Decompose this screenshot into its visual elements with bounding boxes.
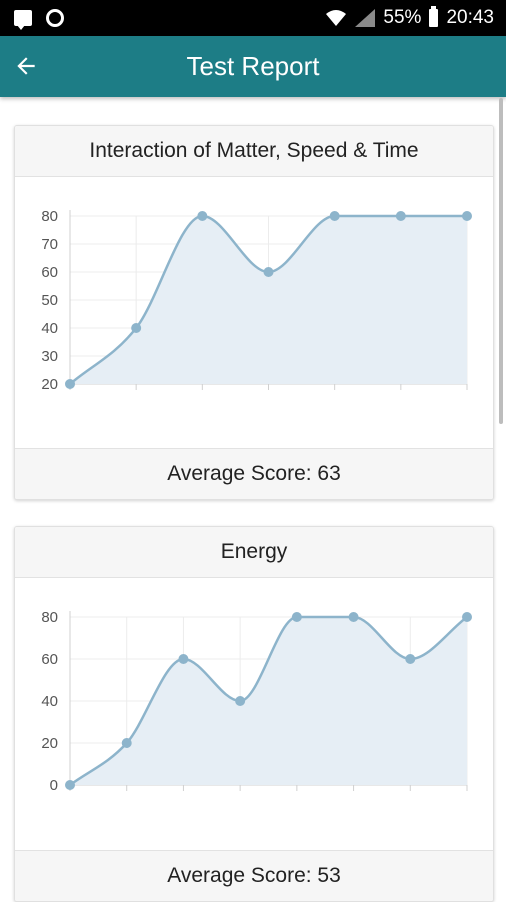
data-point <box>235 696 246 706</box>
data-point <box>395 211 406 221</box>
y-tick-label: 50 <box>41 292 58 309</box>
data-point <box>291 612 302 622</box>
data-point <box>197 211 208 221</box>
series-area <box>70 617 467 785</box>
page-title: Test Report <box>186 51 320 81</box>
y-tick-label: 40 <box>41 693 58 710</box>
y-tick-label: 80 <box>41 609 58 626</box>
score-line-chart: 0 20 40 60 80 <box>41 609 472 794</box>
data-point <box>329 211 340 221</box>
data-point <box>263 267 274 277</box>
average-score: Average Score: 63 <box>15 448 493 499</box>
signal-icon <box>355 9 376 27</box>
y-tick-label: 40 <box>41 320 58 337</box>
y-tick-label: 0 <box>50 777 58 794</box>
y-tick-label: 30 <box>41 348 58 365</box>
data-point <box>462 612 472 622</box>
data-point <box>348 612 359 622</box>
y-tick-label: 20 <box>41 735 58 752</box>
series-area <box>70 216 467 384</box>
status-bar: 55% 20:43 <box>0 0 506 36</box>
data-point <box>65 379 75 389</box>
topic-card-matter-speed-time: Interaction of Matter, Speed & Time 20 30… <box>14 125 494 500</box>
battery-icon <box>429 6 439 27</box>
y-tick-label: 80 <box>41 208 58 225</box>
score-line-chart: 20 30 40 50 60 70 80 <box>41 208 472 393</box>
message-icon <box>14 10 32 30</box>
y-tick-label: 70 <box>41 236 58 253</box>
y-tick-label: 60 <box>41 264 58 281</box>
data-point <box>121 738 132 748</box>
data-point <box>178 654 189 664</box>
data-point <box>131 323 142 333</box>
clock: 20:43 <box>446 7 494 28</box>
data-point <box>65 780 75 790</box>
card-title: Interaction of Matter, Speed & Time <box>15 126 493 177</box>
circle-notification-icon <box>46 9 64 27</box>
back-button[interactable] <box>6 46 46 86</box>
wifi-icon <box>325 9 347 27</box>
card-title: Energy <box>15 527 493 578</box>
y-tick-label: 20 <box>41 376 58 393</box>
arrow-left-icon <box>17 57 35 75</box>
series-line <box>69 615 468 787</box>
topic-card-energy: Energy 0 20 40 60 80 Average Score: 53 <box>14 526 494 902</box>
y-tick-label: 60 <box>41 651 58 668</box>
average-score: Average Score: 53 <box>15 850 493 901</box>
data-point <box>462 211 472 221</box>
data-point <box>405 654 416 664</box>
app-bar: Test Report <box>0 36 506 97</box>
battery-percentage: 55% <box>383 7 422 28</box>
scrollbar[interactable] <box>499 98 503 424</box>
